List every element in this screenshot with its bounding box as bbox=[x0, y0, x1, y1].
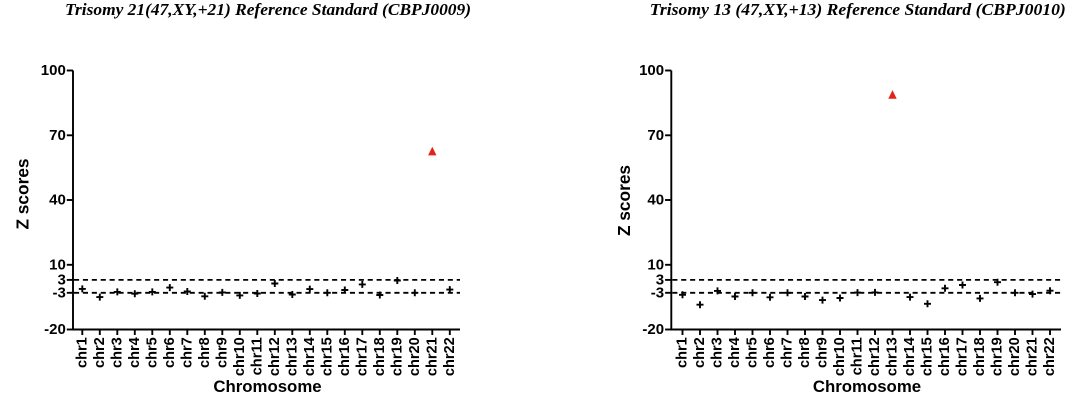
svg-text:chr12: chr12 bbox=[867, 337, 883, 376]
svg-text:100: 100 bbox=[639, 62, 664, 79]
svg-text:Z scores: Z scores bbox=[12, 158, 32, 229]
svg-text:chr14: chr14 bbox=[302, 336, 318, 376]
svg-text:chr18: chr18 bbox=[372, 337, 388, 376]
svg-text:40: 40 bbox=[49, 192, 66, 209]
svg-text:chr17: chr17 bbox=[354, 337, 370, 376]
svg-text:100: 100 bbox=[41, 62, 66, 79]
svg-text:-3: -3 bbox=[651, 284, 664, 301]
svg-text:chr9: chr9 bbox=[815, 337, 831, 368]
svg-text:chr20: chr20 bbox=[1007, 337, 1023, 376]
svg-text:chr5: chr5 bbox=[745, 337, 761, 368]
svg-text:chr16: chr16 bbox=[937, 337, 953, 376]
svg-text:Z scores: Z scores bbox=[614, 165, 634, 236]
svg-text:chr22: chr22 bbox=[442, 337, 458, 376]
svg-text:Chromosome: Chromosome bbox=[213, 377, 321, 396]
svg-text:chr7: chr7 bbox=[179, 337, 195, 368]
svg-text:chr10: chr10 bbox=[832, 337, 848, 376]
svg-text:-3: -3 bbox=[52, 284, 65, 301]
svg-text:chr1: chr1 bbox=[675, 337, 691, 368]
svg-text:chr6: chr6 bbox=[162, 337, 178, 368]
svg-text:chr10: chr10 bbox=[232, 337, 248, 376]
svg-text:chr20: chr20 bbox=[407, 337, 423, 376]
svg-text:Trisomy 13 (47,XY,+13) Referen: Trisomy 13 (47,XY,+13) Reference Standar… bbox=[650, 0, 1066, 19]
svg-text:chr17: chr17 bbox=[955, 337, 971, 376]
svg-text:10: 10 bbox=[647, 256, 664, 273]
svg-text:chr11: chr11 bbox=[850, 337, 866, 375]
svg-text:chr19: chr19 bbox=[990, 337, 1006, 376]
svg-text:Trisomy 21(47,XY,+21) Referenc: Trisomy 21(47,XY,+21) Reference Standard… bbox=[65, 0, 471, 19]
svg-text:chr4: chr4 bbox=[727, 336, 743, 368]
svg-text:chr12: chr12 bbox=[267, 337, 283, 376]
svg-text:chr1: chr1 bbox=[74, 337, 90, 368]
svg-text:-20: -20 bbox=[642, 321, 664, 338]
svg-text:70: 70 bbox=[647, 127, 664, 144]
svg-text:chr2: chr2 bbox=[92, 337, 108, 368]
svg-text:chr2: chr2 bbox=[692, 337, 708, 368]
svg-text:chr7: chr7 bbox=[780, 337, 796, 368]
svg-text:chr19: chr19 bbox=[389, 337, 405, 376]
svg-text:10: 10 bbox=[49, 256, 66, 273]
svg-text:chr6: chr6 bbox=[762, 337, 778, 368]
svg-text:3: 3 bbox=[656, 271, 664, 288]
svg-text:chr15: chr15 bbox=[319, 337, 335, 376]
svg-text:40: 40 bbox=[647, 192, 664, 209]
svg-text:chr15: chr15 bbox=[920, 337, 936, 376]
svg-text:chr8: chr8 bbox=[197, 337, 213, 368]
svg-text:3: 3 bbox=[57, 271, 65, 288]
svg-text:Chromosome: Chromosome bbox=[813, 377, 921, 396]
svg-text:chr21: chr21 bbox=[1025, 337, 1041, 376]
svg-text:chr13: chr13 bbox=[284, 337, 300, 376]
svg-text:chr22: chr22 bbox=[1042, 337, 1058, 376]
svg-text:chr3: chr3 bbox=[710, 337, 726, 368]
svg-text:chr13: chr13 bbox=[885, 337, 901, 376]
svg-text:chr11: chr11 bbox=[249, 337, 265, 375]
svg-text:chr18: chr18 bbox=[972, 337, 988, 376]
svg-text:chr3: chr3 bbox=[109, 337, 125, 368]
svg-text:70: 70 bbox=[49, 127, 66, 144]
svg-text:chr21: chr21 bbox=[424, 337, 440, 376]
svg-text:chr16: chr16 bbox=[337, 337, 353, 376]
svg-text:chr4: chr4 bbox=[127, 336, 143, 368]
svg-text:-20: -20 bbox=[44, 321, 66, 338]
svg-text:chr9: chr9 bbox=[214, 337, 230, 368]
svg-text:chr5: chr5 bbox=[144, 337, 160, 368]
svg-text:chr14: chr14 bbox=[902, 336, 918, 376]
svg-text:chr8: chr8 bbox=[797, 337, 813, 368]
